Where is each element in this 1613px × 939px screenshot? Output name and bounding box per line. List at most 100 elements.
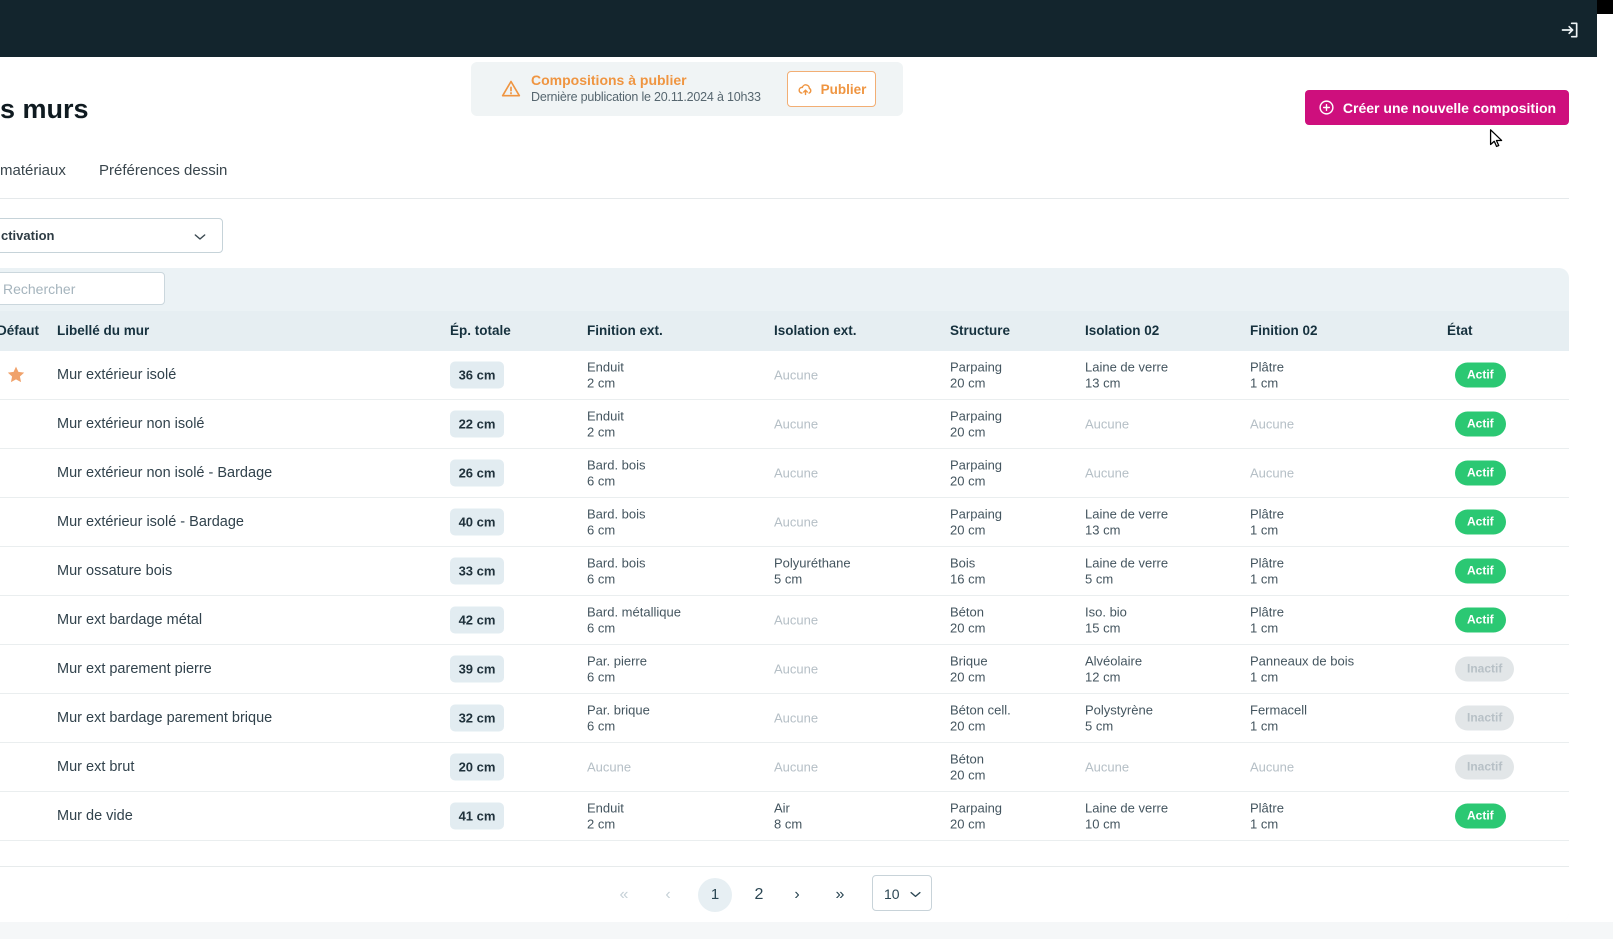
pagination-page-2[interactable]: 2 xyxy=(755,886,764,904)
tab-preferences-dessin[interactable]: Préférences dessin xyxy=(99,162,227,179)
table-header: Défaut Libellé du mur Ép. totale Finitio… xyxy=(0,311,1569,351)
structure-cell: Parpaing20 cm xyxy=(950,801,1002,832)
isolation-ext-cell: Aucune xyxy=(774,368,818,383)
isolation-ext-cell: Aucune xyxy=(774,662,818,677)
thickness-badge: 26 cm xyxy=(450,460,504,487)
wall-name: Mur ext bardage parement brique xyxy=(57,710,272,726)
finition-02-cell: Panneaux de bois1 cm xyxy=(1250,654,1354,685)
table-row[interactable]: Mur extérieur non isolé 22 cm Enduit2 cm… xyxy=(0,400,1569,449)
default-star-icon[interactable] xyxy=(6,365,26,385)
isolation-ext-cell: Aucune xyxy=(774,515,818,530)
pagination-page-1[interactable]: 1 xyxy=(698,878,732,912)
finition-02-cell: Plâtre1 cm xyxy=(1250,556,1284,587)
column-header-finition-02: Finition 02 xyxy=(1250,311,1318,351)
finition-ext-cell: Par. brique6 cm xyxy=(587,703,650,734)
finition-ext-cell: Enduit2 cm xyxy=(587,360,624,391)
activation-filter-value: ctivation xyxy=(1,228,54,243)
pagination-last-icon[interactable]: » xyxy=(836,886,845,904)
pagination-prev-icon[interactable]: ‹ xyxy=(665,886,670,904)
finition-ext-cell: Bard. bois6 cm xyxy=(587,458,646,489)
page-size-select[interactable]: 10 xyxy=(872,875,932,911)
pagination-first-icon[interactable]: « xyxy=(620,886,629,904)
publish-banner-text: Compositions à publier Dernière publicat… xyxy=(531,71,761,106)
isolation-02-cell: Laine de verre13 cm xyxy=(1085,360,1168,391)
table-row[interactable]: Mur ext bardage métal 42 cm Bard. métall… xyxy=(0,596,1569,645)
pagination: « ‹ 1 2 › » 10 xyxy=(0,866,1569,922)
chevron-down-icon xyxy=(192,229,208,250)
thickness-badge: 33 cm xyxy=(450,558,504,585)
table-row[interactable]: Mur ext bardage parement brique 32 cm Pa… xyxy=(0,694,1569,743)
isolation-ext-cell: Aucune xyxy=(774,711,818,726)
create-composition-label: Créer une nouvelle composition xyxy=(1343,100,1556,116)
table-row[interactable]: Mur extérieur non isolé - Bardage 26 cm … xyxy=(0,449,1569,498)
wall-name: Mur extérieur non isolé xyxy=(57,416,205,432)
status-badge: Actif xyxy=(1455,559,1506,584)
structure-cell: Béton20 cm xyxy=(950,605,985,636)
column-header-finition-ext: Finition ext. xyxy=(587,311,663,351)
compositions-table-card: Défaut Libellé du mur Ép. totale Finitio… xyxy=(0,268,1569,922)
structure-cell: Parpaing20 cm xyxy=(950,360,1002,391)
status-badge: Actif xyxy=(1455,804,1506,829)
isolation-02-cell: Aucune xyxy=(1085,466,1129,481)
status-badge: Actif xyxy=(1455,510,1506,535)
status-badge: Inactif xyxy=(1455,755,1514,780)
thickness-badge: 41 cm xyxy=(450,803,504,830)
isolation-ext-cell: Aucune xyxy=(774,760,818,775)
status-badge: Inactif xyxy=(1455,706,1514,731)
column-header-defaut: Défaut xyxy=(0,311,39,351)
page-title: s murs xyxy=(0,94,89,125)
table-row[interactable]: Mur extérieur isolé 36 cm Enduit2 cm Auc… xyxy=(0,351,1569,400)
publish-banner-title: Compositions à publier xyxy=(531,71,761,89)
table-row[interactable]: Mur ext parement pierre 39 cm Par. pierr… xyxy=(0,645,1569,694)
pagination-next-icon[interactable]: › xyxy=(794,886,799,904)
isolation-02-cell: Laine de verre13 cm xyxy=(1085,507,1168,538)
table-row[interactable]: Mur de vide 41 cm Enduit2 cm Air8 cm Par… xyxy=(0,792,1569,841)
column-header-libelle: Libellé du mur xyxy=(57,311,149,351)
thickness-badge: 20 cm xyxy=(450,754,504,781)
thickness-badge: 42 cm xyxy=(450,607,504,634)
table-row[interactable]: Mur extérieur isolé - Bardage 40 cm Bard… xyxy=(0,498,1569,547)
finition-02-cell: Aucune xyxy=(1250,417,1294,432)
finition-ext-cell: Par. pierre6 cm xyxy=(587,654,647,685)
isolation-02-cell: Laine de verre10 cm xyxy=(1085,801,1168,832)
column-header-ep-totale: Ép. totale xyxy=(450,311,511,351)
tab-materiaux[interactable]: matériaux xyxy=(0,162,66,179)
wall-name: Mur extérieur non isolé - Bardage xyxy=(57,465,272,481)
isolation-ext-cell: Aucune xyxy=(774,466,818,481)
activation-filter-select[interactable]: ctivation xyxy=(0,218,223,253)
plus-circle-icon xyxy=(1318,99,1335,116)
table-row[interactable]: Mur ossature bois 33 cm Bard. bois6 cm P… xyxy=(0,547,1569,596)
structure-cell: Bois16 cm xyxy=(950,556,985,587)
bottom-strip xyxy=(0,922,1613,939)
structure-cell: Parpaing20 cm xyxy=(950,458,1002,489)
finition-02-cell: Aucune xyxy=(1250,466,1294,481)
table-body: Mur extérieur isolé 36 cm Enduit2 cm Auc… xyxy=(0,351,1569,922)
chevron-down-icon xyxy=(908,887,923,907)
search-input[interactable] xyxy=(0,272,165,305)
finition-ext-cell: Bard. bois6 cm xyxy=(587,507,646,538)
column-header-structure: Structure xyxy=(950,311,1010,351)
table-row[interactable]: Mur ext brut 20 cm Aucune Aucune Béton20… xyxy=(0,743,1569,792)
finition-ext-cell: Enduit2 cm xyxy=(587,409,624,440)
wall-name: Mur ossature bois xyxy=(57,563,172,579)
column-header-etat: État xyxy=(1447,311,1473,351)
publish-button[interactable]: Publier xyxy=(787,71,876,107)
sign-in-icon[interactable] xyxy=(1560,20,1580,40)
wall-name: Mur ext parement pierre xyxy=(57,661,212,677)
tabs-divider xyxy=(0,198,1569,199)
create-composition-button[interactable]: Créer une nouvelle composition xyxy=(1305,90,1569,125)
wall-name: Mur ext bardage métal xyxy=(57,612,202,628)
finition-02-cell: Plâtre1 cm xyxy=(1250,507,1284,538)
screen-corner-artifact xyxy=(1597,0,1613,14)
isolation-02-cell: Laine de verre5 cm xyxy=(1085,556,1168,587)
wall-name: Mur ext brut xyxy=(57,759,134,775)
finition-ext-cell: Aucune xyxy=(587,760,631,775)
structure-cell: Parpaing20 cm xyxy=(950,507,1002,538)
app-window: s murs Compositions à publier Dernière p… xyxy=(0,0,1613,939)
publish-banner: Compositions à publier Dernière publicat… xyxy=(471,62,903,116)
column-header-isolation-ext: Isolation ext. xyxy=(774,311,857,351)
warning-triangle-icon xyxy=(501,79,521,104)
publish-banner-subtitle: Dernière publication le 20.11.2024 à 10h… xyxy=(531,89,761,106)
finition-ext-cell: Bard. métallique6 cm xyxy=(587,605,681,636)
status-badge: Actif xyxy=(1455,363,1506,388)
